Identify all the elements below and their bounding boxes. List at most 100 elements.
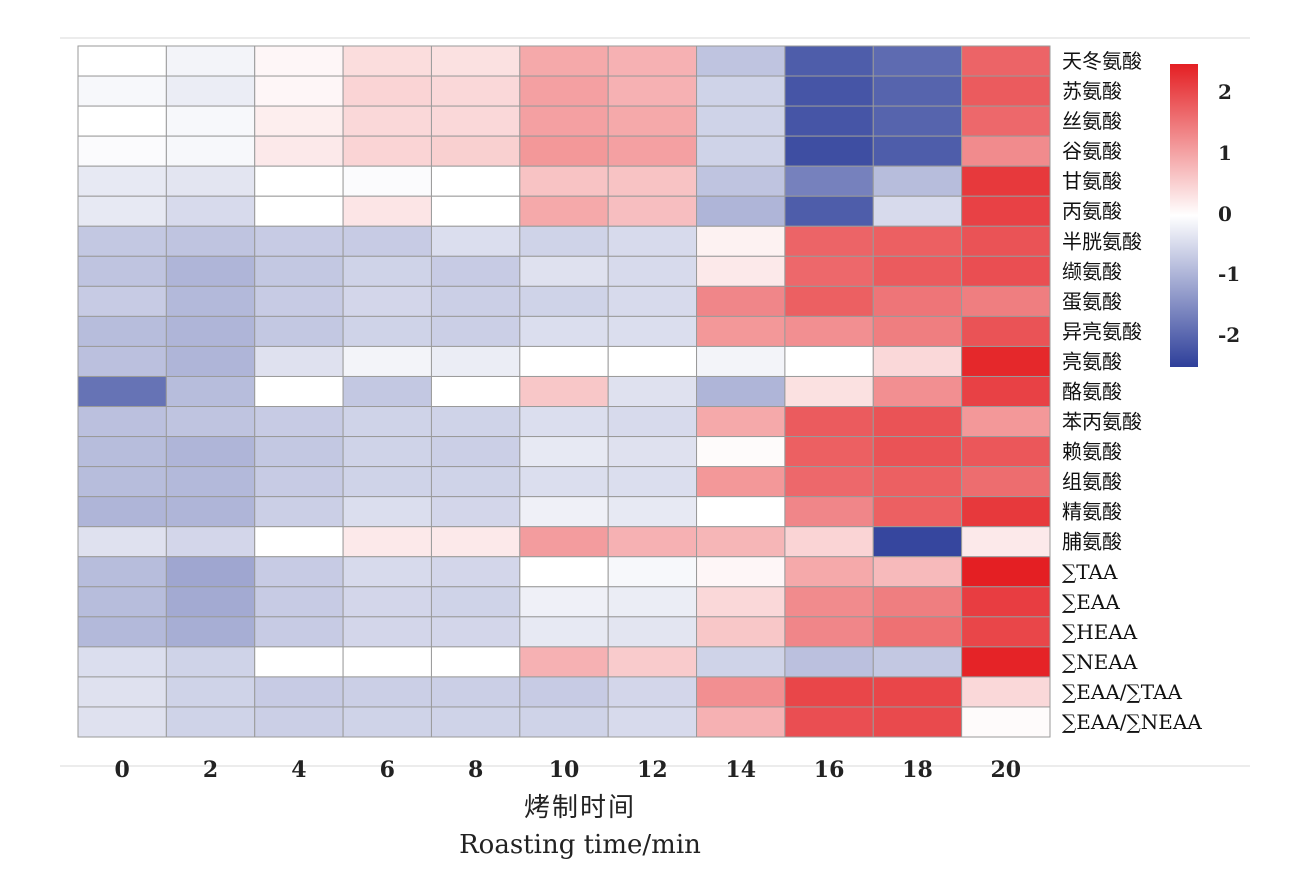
heatmap-cell xyxy=(784,586,874,618)
column-tick-label: 0 xyxy=(115,757,130,783)
heatmap-cell xyxy=(872,706,963,738)
heatmap-cell xyxy=(961,75,1051,107)
color-legend-tick-label: -2 xyxy=(1218,323,1240,347)
heatmap-cell xyxy=(961,195,1051,227)
heatmap-cell xyxy=(784,496,874,528)
heatmap-cell xyxy=(696,406,786,438)
heatmap-cell xyxy=(784,225,874,257)
heatmap-cell xyxy=(430,375,521,408)
x-axis-title-chinese: 烤制时间 xyxy=(523,793,636,823)
row-label: 组氨酸 xyxy=(1062,470,1122,494)
heatmap-cell xyxy=(607,706,698,738)
heatmap-cell xyxy=(430,315,521,347)
column-tick-label: 20 xyxy=(991,757,1022,783)
heatmap-cell xyxy=(607,225,698,257)
heatmap-cell xyxy=(165,586,256,618)
heatmap-cell xyxy=(165,255,256,287)
row-label: 天冬氨酸 xyxy=(1062,49,1142,73)
heatmap-cell xyxy=(696,225,786,257)
heatmap-cell xyxy=(77,526,167,558)
heatmap-cell xyxy=(165,436,256,468)
heatmap-cell xyxy=(961,706,1051,738)
row-label: 甘氨酸 xyxy=(1062,169,1122,193)
heatmap-cell xyxy=(784,75,874,107)
heatmap-cell xyxy=(872,586,963,618)
heatmap-cell xyxy=(519,165,609,197)
heatmap-cell xyxy=(784,195,874,227)
row-label: ∑EAA/∑TAA xyxy=(1062,680,1182,704)
heatmap-cell xyxy=(342,135,432,167)
heatmap-cell xyxy=(696,646,786,678)
heatmap-cell xyxy=(77,706,167,738)
heatmap-cell xyxy=(165,466,256,498)
row-label: 丙氨酸 xyxy=(1062,199,1122,223)
heatmap-cell xyxy=(961,255,1051,287)
heatmap-cell xyxy=(519,436,609,468)
heatmap-cell xyxy=(872,466,963,498)
heatmap-cell xyxy=(607,285,698,317)
row-label: 异亮氨酸 xyxy=(1062,319,1142,343)
heatmap-cell xyxy=(342,195,432,227)
heatmap-cell xyxy=(784,406,874,438)
heatmap-cell xyxy=(696,616,786,648)
heatmap-cell xyxy=(165,225,256,257)
heatmap-cell xyxy=(961,45,1051,77)
heatmap-cell xyxy=(254,706,344,738)
heatmap-cell xyxy=(430,285,521,317)
heatmap-cell xyxy=(696,345,786,377)
heatmap-cell xyxy=(430,436,521,468)
heatmap-cell xyxy=(784,345,874,377)
heatmap-cell xyxy=(872,676,963,708)
heatmap-cell xyxy=(254,135,344,167)
heatmap-cell xyxy=(254,345,344,377)
heatmap-cell xyxy=(607,466,698,498)
heatmap-cell xyxy=(607,195,698,227)
heatmap-cell xyxy=(430,586,521,618)
heatmap-cell xyxy=(77,466,167,498)
row-label: ∑EAA/∑NEAA xyxy=(1062,710,1202,734)
heatmap-cell xyxy=(872,195,963,227)
row-label: 苏氨酸 xyxy=(1062,79,1122,103)
heatmap-cell xyxy=(77,496,167,528)
heatmap-cell xyxy=(961,616,1051,648)
heatmap-cell xyxy=(165,45,256,77)
heatmap-cell xyxy=(607,345,698,377)
heatmap-cell xyxy=(342,375,432,408)
heatmap-cell xyxy=(77,406,167,438)
heatmap-cell xyxy=(519,375,609,408)
heatmap-cell xyxy=(607,586,698,618)
heatmap-cell xyxy=(254,105,344,137)
heatmap-cell xyxy=(519,676,609,708)
row-label: ∑EAA xyxy=(1062,590,1120,614)
heatmap-cell xyxy=(430,466,521,498)
heatmap-cell xyxy=(254,315,344,347)
column-tick-label: 2 xyxy=(203,757,218,783)
heatmap-cell xyxy=(607,406,698,438)
column-tick-label: 16 xyxy=(814,757,845,783)
heatmap-cell xyxy=(430,706,521,738)
heatmap-cell xyxy=(342,586,432,618)
heatmap-cell xyxy=(430,616,521,648)
heatmap-cell xyxy=(254,676,344,708)
heatmap-cell xyxy=(696,466,786,498)
heatmap-cell xyxy=(607,105,698,137)
row-label: ∑HEAA xyxy=(1062,620,1138,644)
row-label: 蛋氨酸 xyxy=(1062,289,1122,313)
heatmap-cell xyxy=(872,646,963,678)
heatmap-cell xyxy=(165,165,256,197)
heatmap-cell xyxy=(519,195,609,227)
heatmap-cell xyxy=(254,195,344,227)
heatmap-cell xyxy=(342,616,432,648)
heatmap-cell xyxy=(696,195,786,227)
heatmap-cell xyxy=(784,556,874,588)
heatmap-cell xyxy=(607,556,698,588)
heatmap-cell xyxy=(519,646,609,678)
color-legend-tick-label: 2 xyxy=(1218,80,1232,104)
heatmap-cell xyxy=(961,315,1051,347)
row-label: 半胱氨酸 xyxy=(1062,229,1142,253)
heatmap-cell xyxy=(519,586,609,618)
heatmap-cell xyxy=(342,496,432,528)
heatmap-cell xyxy=(961,406,1051,438)
heatmap-cell xyxy=(784,255,874,287)
